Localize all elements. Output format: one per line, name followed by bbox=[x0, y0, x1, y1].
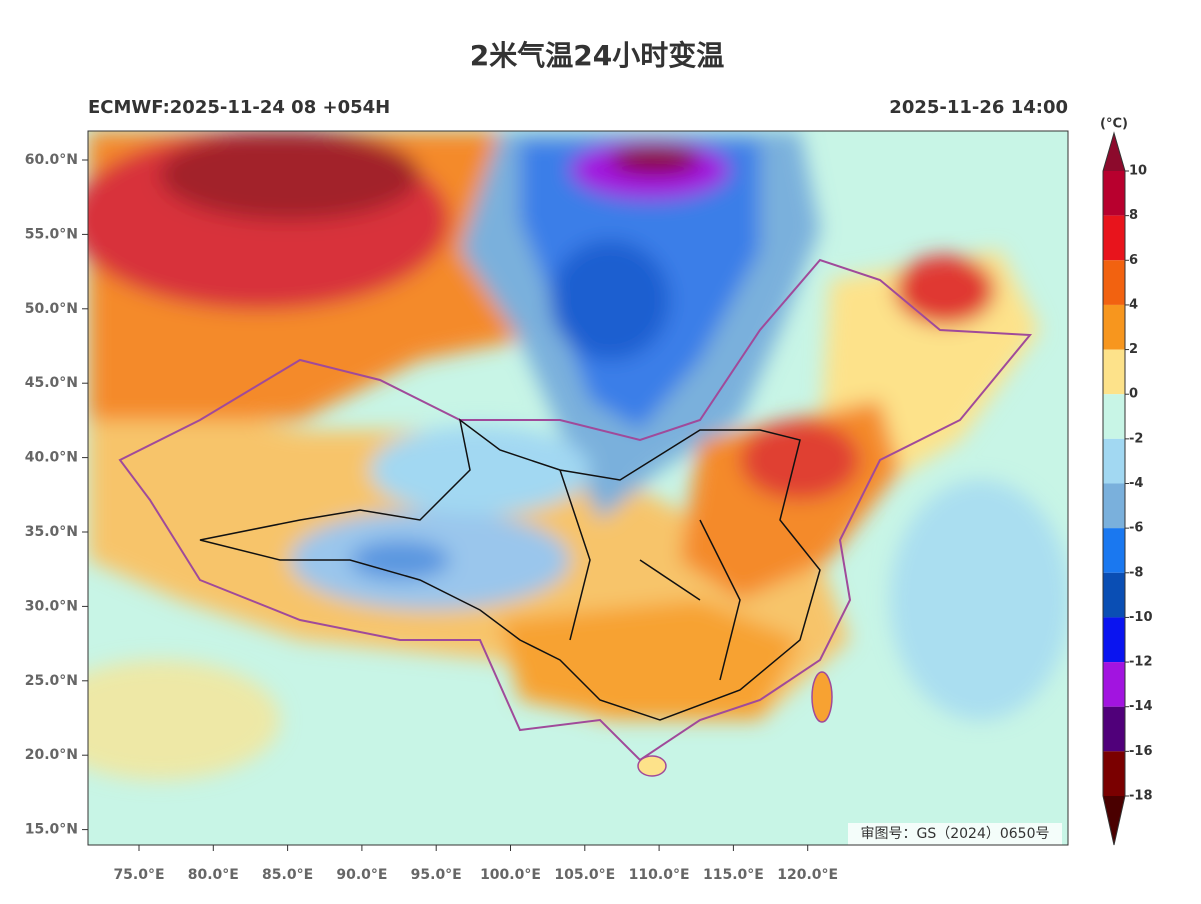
lat-label: 55.0°N bbox=[25, 226, 78, 242]
colorbar-label: -16 bbox=[1129, 744, 1153, 759]
colorbar-segment bbox=[1103, 349, 1125, 395]
lat-label: 60.0°N bbox=[25, 152, 78, 168]
lat-label: 30.0°N bbox=[25, 598, 78, 614]
lat-label: 35.0°N bbox=[25, 524, 78, 540]
lon-label: 105.0°E bbox=[554, 867, 615, 883]
lon-label: 110.0°E bbox=[629, 867, 690, 883]
colorbar-segment bbox=[1103, 662, 1125, 707]
colorbar-segment bbox=[1103, 394, 1125, 439]
colorbar-over bbox=[1103, 133, 1125, 171]
title: 2米气温24小时变温 bbox=[470, 39, 724, 72]
lon-label: 95.0°E bbox=[411, 867, 462, 883]
lon-label: 75.0°E bbox=[113, 867, 164, 883]
lat-label: 20.0°N bbox=[25, 747, 78, 763]
map-frame bbox=[87, 130, 1069, 846]
lon-label: 120.0°E bbox=[777, 867, 838, 883]
colorbar-segment bbox=[1103, 304, 1125, 350]
lat-label: 50.0°N bbox=[25, 301, 78, 317]
colorbar-label: 0 bbox=[1129, 387, 1138, 402]
colorbar-label: 2 bbox=[1129, 342, 1138, 357]
colorbar-segment bbox=[1103, 171, 1125, 216]
colorbar-label: 8 bbox=[1129, 208, 1138, 223]
colorbar-segment bbox=[1103, 528, 1125, 573]
lon-label: 100.0°E bbox=[480, 867, 541, 883]
colorbar-label: -8 bbox=[1129, 565, 1143, 580]
colorbar-label: -14 bbox=[1129, 699, 1153, 714]
colorbar-segment bbox=[1103, 572, 1125, 618]
colorbar-label: -18 bbox=[1129, 789, 1153, 804]
colorbar-label: 10 bbox=[1129, 164, 1147, 179]
map-field: 审图号：GS（2024）0650号 bbox=[88, 131, 1068, 845]
lat-label: 45.0°N bbox=[25, 375, 78, 391]
colorbar-segment bbox=[1103, 215, 1125, 261]
lon-label: 85.0°E bbox=[262, 867, 313, 883]
colorbar-segment bbox=[1103, 483, 1125, 529]
lat-label: 40.0°N bbox=[25, 450, 78, 466]
colorbar-label: -12 bbox=[1129, 655, 1153, 670]
lat-label: 25.0°N bbox=[25, 673, 78, 689]
lon-label: 80.0°E bbox=[188, 867, 239, 883]
colorbar-label: 4 bbox=[1129, 297, 1138, 312]
map-note: 审图号：GS（2024）0650号 bbox=[861, 826, 1050, 842]
colorbar-segment bbox=[1103, 617, 1125, 663]
colorbar-label: -4 bbox=[1129, 476, 1143, 491]
lon-label: 115.0°E bbox=[703, 867, 764, 883]
subtitle-right: 2025-11-26 14:00 bbox=[889, 97, 1068, 118]
lon-label: 90.0°E bbox=[336, 867, 387, 883]
lat-label: 15.0°N bbox=[25, 822, 78, 838]
colorbar-segment bbox=[1103, 260, 1125, 305]
colorbar-label: 6 bbox=[1129, 253, 1138, 268]
colorbar-under bbox=[1103, 796, 1125, 845]
colorbar-label: -6 bbox=[1129, 521, 1143, 536]
colorbar-outline bbox=[1102, 131, 1126, 846]
colorbar-segment bbox=[1103, 706, 1125, 752]
colorbar-segment bbox=[1103, 751, 1125, 796]
colorbar-label: -10 bbox=[1129, 610, 1153, 625]
subtitle-left: ECMWF:2025-11-24 08 +054H bbox=[88, 97, 390, 118]
colorbar-unit: (°C) bbox=[1100, 117, 1128, 132]
colorbar-segment bbox=[1103, 438, 1125, 484]
colorbar-label: -2 bbox=[1129, 431, 1143, 446]
